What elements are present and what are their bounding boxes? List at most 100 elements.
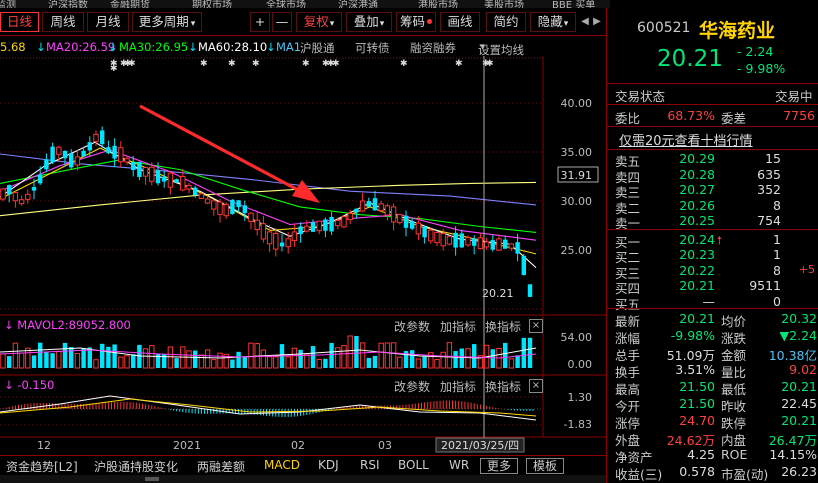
top-menu-item[interactable]: 港股市场 — [418, 0, 458, 8]
ma-link-convertible[interactable]: 可转债 — [355, 41, 390, 55]
event-star-icon[interactable]: ✱ — [110, 64, 118, 74]
stat-value: 51.09万 — [666, 348, 715, 363]
top-menu-item[interactable]: 沪深港通 — [338, 0, 378, 8]
tab-wr[interactable]: WR — [449, 458, 470, 472]
candle-body — [428, 229, 434, 242]
ma-link-hgt[interactable]: 沪股通 — [300, 41, 335, 55]
order-diff-value: 7756 — [783, 108, 815, 123]
scroll-left-icon[interactable]: ◀ — [581, 16, 589, 27]
volume-bar — [310, 346, 316, 368]
stat-value: 20.21 — [781, 413, 817, 428]
top-menu-item[interactable]: 沪深指数 — [48, 0, 88, 8]
overlay-button[interactable]: 叠加▾ — [346, 12, 392, 32]
volume-switch-indicator-button[interactable]: 换指标 — [485, 320, 522, 334]
top-menu-item[interactable]: 美股市场 — [484, 0, 524, 8]
candle-body — [74, 156, 81, 166]
volume-bar — [198, 354, 205, 369]
price-tick: 25.00 — [561, 244, 593, 257]
tab-rsi[interactable]: RSI — [360, 458, 380, 472]
hide-button[interactable]: 隐藏▾ — [530, 12, 576, 32]
event-star-icon[interactable]: ✱ — [302, 59, 310, 69]
candle-body — [521, 255, 526, 275]
volume-add-indicator-button[interactable]: 加指标 — [440, 320, 477, 334]
draw-line-button[interactable]: 画线 — [440, 12, 480, 32]
price-tick: 30.00 — [561, 195, 593, 208]
ask-row[interactable]: 卖五 20.29 15 — [607, 151, 818, 169]
event-star-icon[interactable]: ✱ — [228, 59, 236, 69]
top-menu-item[interactable]: 金融期货 — [110, 0, 150, 8]
horizontal-scrollbar[interactable] — [0, 475, 606, 483]
tab-hgt-holdings[interactable]: 沪股通持股变化 — [94, 460, 179, 474]
ma30-value: MA30:26.95 — [119, 40, 189, 54]
event-star-icon[interactable]: ✱ — [486, 59, 494, 69]
tab-more-button[interactable]: 更多 — [480, 458, 519, 474]
event-star-icon[interactable]: ✱ — [120, 59, 128, 69]
volume-bar — [434, 359, 440, 369]
macd-switch-indicator-button[interactable]: 换指标 — [485, 380, 522, 394]
scrollbar-thumb[interactable] — [145, 477, 159, 481]
stat-label: 昨收 — [721, 399, 747, 414]
tab-macd[interactable]: MACD — [264, 458, 300, 472]
event-star-icon[interactable]: ✱ — [322, 59, 330, 69]
volume-bar — [390, 342, 397, 369]
bid-row[interactable]: 买四 20.21 9511 — [607, 278, 818, 296]
ask-row[interactable]: 卖一 20.25 754 — [607, 213, 818, 231]
ask-row[interactable]: 卖四 20.28 635 — [607, 167, 818, 185]
bid-row[interactable]: 买三 20.22 8 +5 — [607, 263, 818, 281]
candle-body — [323, 219, 328, 231]
event-star-icon[interactable]: ✱ — [128, 59, 136, 69]
volume-bar — [397, 356, 403, 369]
candle-body — [310, 222, 316, 232]
top-menu-item[interactable]: 全球市场 — [266, 0, 306, 8]
tab-template-button[interactable]: 模板 — [526, 458, 565, 474]
event-star-icon[interactable]: ✱ — [252, 59, 260, 69]
bid-row[interactable]: 买五 — 0 — [607, 294, 818, 312]
candle-body — [508, 243, 515, 249]
stat-value: 20.21 — [781, 379, 817, 394]
event-star-icon[interactable]: ✱ — [400, 59, 408, 69]
period-month-button[interactable]: 月线 — [87, 12, 129, 32]
event-star-icon[interactable]: ✱ — [332, 59, 340, 69]
restore-rights-button[interactable]: 复权▾ — [296, 12, 342, 32]
order-diff-label: 委差 — [721, 111, 747, 126]
period-day-button[interactable]: 日线 — [0, 12, 39, 32]
macd-edit-params-button[interactable]: 改参数 — [394, 380, 431, 394]
kline-chart[interactable]: 40.00 35.00 30.00 25.00 31.91 20.21 ✱✱ ✱✱… — [0, 56, 606, 455]
ma120-line — [0, 181, 537, 217]
top-menu-item[interactable]: 监测 — [0, 0, 16, 8]
candle-body — [335, 219, 341, 227]
more-periods-button[interactable]: 更多周期 ▾ — [132, 12, 202, 32]
ma-link-margin[interactable]: 融资融券 — [410, 41, 456, 55]
event-star-icon[interactable]: ✱ — [482, 59, 490, 69]
zoom-in-button[interactable]: + — [250, 12, 270, 32]
top-menu-item[interactable]: 期权市场 — [192, 0, 232, 8]
tab-kdj[interactable]: KDJ — [318, 458, 339, 472]
tab-fund-trend[interactable]: 资金趋势[L2] — [6, 460, 78, 474]
event-star-icon[interactable]: ✱ — [110, 59, 118, 69]
volume-edit-params-button[interactable]: 改参数 — [394, 320, 431, 334]
event-markers[interactable]: ✱✱ ✱✱✱ ✱ ✱ ✱ ✱ ✱✱✱ ✱ ✱ ✱✱ — [110, 59, 494, 74]
chips-button[interactable]: 筹码 — [396, 12, 436, 32]
zoom-out-button[interactable]: — — [272, 12, 292, 32]
event-star-icon[interactable]: ✱ — [455, 59, 463, 69]
top-menu-item[interactable]: BBE 买单 — [552, 0, 596, 8]
ask-row[interactable]: 卖二 20.26 8 — [607, 198, 818, 216]
macd-close-icon[interactable]: × — [529, 379, 543, 393]
volume-close-icon[interactable]: × — [529, 319, 543, 333]
macd-add-indicator-button[interactable]: 加指标 — [440, 380, 477, 394]
volume-bar — [410, 350, 415, 368]
ten-level-link[interactable]: 仅需20元查看十档行情 — [619, 134, 753, 149]
simple-mode-button[interactable]: 简约 — [486, 12, 526, 32]
bid-row[interactable]: 买一 20.24 1 🠕 — [607, 232, 818, 250]
tab-boll[interactable]: BOLL — [398, 458, 429, 472]
period-week-button[interactable]: 周线 — [42, 12, 84, 32]
notification-dot-icon — [427, 19, 432, 24]
event-star-icon[interactable]: ✱ — [327, 59, 335, 69]
volume-bar — [384, 342, 391, 369]
tab-margin-diff[interactable]: 两融差额 — [197, 460, 246, 474]
event-star-icon[interactable]: ✱ — [200, 59, 208, 69]
ask-row[interactable]: 卖三 20.27 352 — [607, 182, 818, 200]
event-star-icon[interactable]: ✱ — [124, 59, 132, 69]
scroll-right-icon[interactable]: ▶ — [593, 16, 601, 27]
bid-row[interactable]: 买二 20.23 1 — [607, 247, 818, 265]
